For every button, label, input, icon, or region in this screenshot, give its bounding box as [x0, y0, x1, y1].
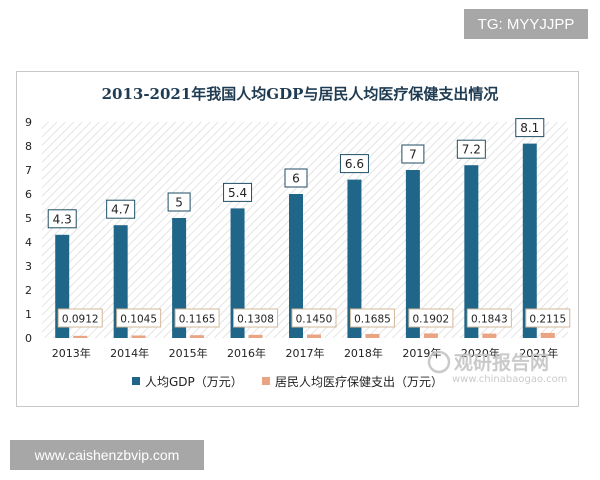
data-label-box	[57, 308, 103, 328]
data-label-box	[515, 118, 545, 138]
y-tick-label: 1	[25, 308, 32, 321]
data-label-gdp: 5.4	[228, 186, 247, 200]
bar-gdp	[464, 165, 479, 338]
data-label-box	[284, 168, 308, 188]
data-label-box	[116, 308, 162, 328]
watermark: 观研报告网 www.chinabaogao.com	[427, 350, 567, 385]
data-label-gdp: 5	[175, 196, 183, 210]
legend-label-medical: 居民人均医疗保健支出（万元）	[275, 375, 443, 389]
bar-medical	[307, 334, 321, 338]
x-tick-label: 2013年	[52, 346, 91, 360]
data-label-box	[291, 308, 337, 328]
data-label-box	[349, 308, 395, 328]
watermark-logo-icon	[427, 350, 451, 374]
data-label-medical: 0.2115	[529, 314, 566, 326]
data-label-gdp: 6.6	[345, 157, 364, 171]
x-tick-label: 2018年	[344, 346, 383, 360]
data-label-box	[174, 308, 220, 328]
x-tick-label: 2016年	[227, 346, 266, 360]
watermark-subtext: www.chinabaogao.com	[452, 374, 567, 385]
data-label-box	[167, 192, 191, 212]
legend-label-gdp: 人均GDP（万元）	[145, 375, 243, 389]
bar-gdp	[172, 218, 187, 338]
bar-medical	[365, 333, 380, 338]
legend-swatch-gdp	[132, 377, 140, 385]
data-label-box	[408, 308, 454, 328]
chart-title: 2013-2021年我国人均GDP与居民人均医疗保健支出情况	[102, 85, 499, 103]
x-tick-label: 2020年	[461, 346, 500, 360]
data-label-medical: 0.1843	[471, 314, 508, 326]
data-label-gdp: 4.7	[111, 203, 130, 217]
y-tick-label: 7	[25, 164, 32, 177]
url-tag: www.caishenzbvip.com	[10, 440, 204, 470]
data-label-gdp: 6	[292, 172, 300, 186]
data-label-medical: 0.1308	[237, 314, 274, 326]
x-tick-label: 2015年	[169, 346, 208, 360]
bar-gdp	[405, 170, 420, 338]
y-tick-label: 2	[25, 284, 32, 297]
data-label-medical: 0.1450	[296, 314, 333, 326]
y-tick-label: 3	[25, 260, 32, 273]
data-label-box	[456, 139, 486, 159]
bar-medical	[190, 335, 205, 338]
data-label-box	[106, 199, 136, 219]
y-tick-label: 0	[25, 332, 32, 345]
data-label-gdp: 8.1	[520, 121, 539, 135]
bar-medical	[540, 332, 555, 338]
watermark-text: 观研报告网	[454, 351, 549, 374]
bar-medical	[482, 333, 497, 338]
bar-gdp	[522, 143, 537, 338]
data-label-box	[47, 209, 77, 229]
data-label-box	[401, 144, 425, 164]
bar-medical	[423, 333, 438, 338]
data-label-medical: 0.1045	[120, 314, 157, 326]
bar-gdp	[289, 194, 303, 338]
legend: 人均GDP（万元） 居民人均医疗保健支出（万元）	[132, 375, 443, 389]
data-label-gdp: 7	[409, 148, 417, 162]
x-tick-label: 2017年	[286, 346, 325, 360]
corner-tag: TG: MYYJJPP	[464, 9, 588, 39]
data-label-gdp: 7.2	[462, 143, 481, 157]
bar-medical	[131, 335, 146, 338]
y-tick-label: 5	[25, 212, 32, 225]
data-label-medical: 0.1685	[354, 314, 391, 326]
data-label-box	[223, 182, 253, 202]
y-tick-label: 8	[25, 140, 32, 153]
legend-swatch-medical	[262, 377, 270, 385]
bar-gdp	[230, 208, 245, 338]
x-tick-label: 2014年	[110, 346, 149, 360]
data-label-gdp: 4.3	[53, 212, 72, 226]
data-label-medical: 0.1902	[413, 314, 450, 326]
data-label-medical: 0.1165	[179, 314, 216, 326]
x-tick-label: 2021年	[519, 346, 558, 360]
data-label-box	[525, 308, 571, 328]
y-tick-label: 4	[25, 236, 32, 249]
data-label-medical: 0.0912	[62, 314, 99, 326]
data-label-box	[233, 308, 279, 328]
data-label-box	[466, 308, 512, 328]
y-tick-label: 6	[25, 188, 32, 201]
y-tick-label: 9	[25, 116, 32, 129]
bar-gdp	[347, 179, 362, 338]
bar-medical	[248, 334, 263, 338]
bar-medical	[73, 335, 88, 338]
data-label-box	[339, 154, 369, 174]
